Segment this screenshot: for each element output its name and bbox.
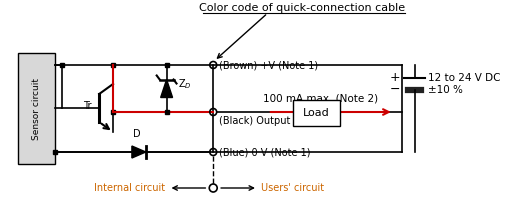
Polygon shape (161, 79, 173, 97)
Polygon shape (132, 146, 146, 158)
Text: Color code of quick-connection cable: Color code of quick-connection cable (199, 3, 406, 13)
Text: (Black) Output: (Black) Output (219, 116, 291, 126)
Text: Sensor circuit: Sensor circuit (32, 77, 41, 139)
Text: Internal circuit: Internal circuit (95, 183, 165, 193)
Text: ±10 %: ±10 % (428, 84, 463, 95)
Text: Tr: Tr (83, 101, 91, 111)
Text: −: − (390, 83, 400, 96)
Text: 12 to 24 V DC: 12 to 24 V DC (428, 73, 501, 82)
Text: Users' circuit: Users' circuit (261, 183, 324, 193)
Text: D: D (133, 129, 141, 139)
Text: 100 mA max. (Note 2): 100 mA max. (Note 2) (263, 93, 379, 103)
Text: +: + (390, 71, 400, 84)
Text: (Brown) +V (Note 1): (Brown) +V (Note 1) (219, 60, 318, 70)
Bar (293, 100, 340, 126)
Text: Load: Load (303, 108, 330, 118)
Bar (18, 53, 55, 164)
Text: Z$_D$: Z$_D$ (177, 78, 191, 91)
Text: (Blue) 0 V (Note 1): (Blue) 0 V (Note 1) (219, 147, 310, 157)
